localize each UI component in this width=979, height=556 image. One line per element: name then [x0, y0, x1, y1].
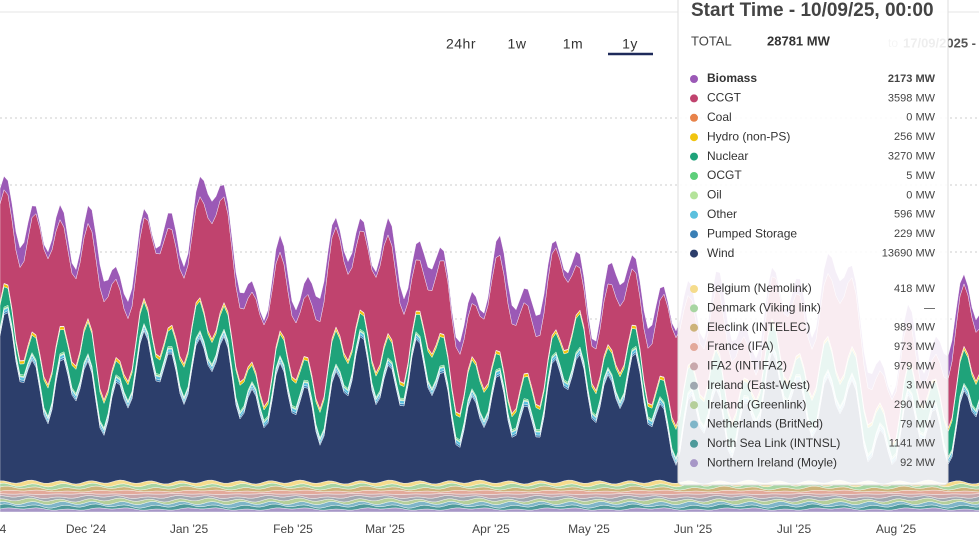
x-axis-label: Jan '25: [170, 522, 209, 536]
series-name: Pumped Storage: [707, 226, 797, 240]
series-value: 989 MW: [894, 322, 936, 334]
x-axis-label: Aug '25: [876, 522, 917, 536]
legend-dot: [690, 133, 698, 142]
series-value: 3 MW: [906, 380, 935, 392]
series-name: Wind: [707, 246, 734, 260]
legend-dot: [690, 210, 698, 219]
series-name: Hydro (non-PS): [707, 129, 790, 143]
x-axis-label: May '25: [568, 522, 610, 536]
x-axis-label: Apr '25: [472, 522, 510, 536]
series-name: Belgium (Nemolink): [707, 281, 812, 295]
x-axis: 4 Dec '24 Jan '25 Feb '25 Mar '25 Apr '25 May …: [0, 522, 916, 536]
legend-dot: [690, 401, 698, 410]
series-value: 0 MW: [906, 189, 935, 201]
series-name: Denmark (Viking link): [707, 301, 821, 315]
x-axis-label: Jul '25: [777, 522, 812, 536]
series-name: Ireland (East-West): [707, 378, 810, 392]
legend-dot: [690, 152, 698, 161]
series-value: 13690 MW: [882, 248, 936, 260]
tooltip-title: Start Time - 10/09/25, 00:00: [691, 0, 934, 21]
series-name: OCGT: [707, 168, 742, 182]
legend-dot: [690, 285, 698, 293]
range-button[interactable]: 1y: [622, 36, 638, 52]
total-label: TOTAL: [691, 33, 732, 48]
legend-dot: [690, 230, 698, 239]
range-button[interactable]: 1w: [508, 36, 527, 52]
legend-dot: [690, 304, 698, 313]
legend-dot: [690, 94, 698, 103]
series-value: 418 MW: [894, 283, 936, 295]
series-value: 0 MW: [906, 112, 935, 124]
legend-dot: [690, 439, 698, 448]
legend-dot: [690, 75, 698, 83]
series-value: 256 MW: [894, 131, 936, 143]
series-value: 92 MW: [900, 457, 935, 469]
series-name: Other: [707, 207, 737, 221]
x-axis-label: Feb '25: [273, 522, 313, 536]
range-button[interactable]: 24hr: [446, 36, 476, 52]
legend-dot: [690, 420, 698, 429]
series-value: 973 MW: [894, 341, 936, 353]
series-name: IFA2 (INTIFA2): [707, 359, 787, 373]
series-name: Oil: [707, 188, 722, 202]
series-value: 229 MW: [894, 228, 936, 240]
series-name: Biomass: [707, 71, 757, 85]
tooltip: Start Time - 10/09/25, 00:00 TOTAL 28781…: [677, 0, 949, 486]
total-value: 28781 MW: [767, 33, 831, 48]
series-name: Northern Ireland (Moyle): [707, 455, 837, 469]
legend-dot: [690, 362, 698, 371]
series-value: 979 MW: [894, 360, 936, 372]
series-value: 596 MW: [894, 209, 936, 221]
legend-dot: [690, 323, 698, 332]
legend-dot: [690, 191, 698, 200]
tooltip-box: [677, 0, 949, 486]
series-name: France (IFA): [707, 339, 774, 353]
series-value: 290 MW: [894, 399, 936, 411]
legend-dot: [690, 113, 698, 122]
x-axis-label: Jun '25: [674, 522, 713, 536]
legend-dot: [690, 459, 698, 468]
series-value: —: [924, 302, 935, 314]
range-buttons: 24hr 1w 1m 1y: [446, 36, 653, 56]
x-axis-label: Mar '25: [365, 522, 405, 536]
series-value: 1141 MW: [889, 438, 936, 450]
x-axis-label: Dec '24: [66, 522, 107, 536]
legend-dot: [690, 172, 698, 180]
x-axis-label: 4: [0, 522, 7, 536]
legend-dot: [690, 381, 698, 390]
series-name: North Sea Link (INTNSL): [707, 436, 840, 450]
legend-dot: [690, 249, 698, 258]
series-name: Coal: [707, 110, 732, 124]
series-value: 5 MW: [906, 170, 935, 182]
series-name: Nuclear: [707, 149, 748, 163]
series-name: CCGT: [707, 91, 742, 105]
series-value: 3270 MW: [888, 151, 936, 163]
series-value: 79 MW: [900, 418, 935, 430]
legend-dot: [690, 343, 698, 352]
series-name: Netherlands (BritNed): [707, 417, 823, 431]
series-name: Eleclink (INTELEC): [707, 320, 810, 334]
series-value: 2173 MW: [888, 73, 936, 85]
range-button[interactable]: 1m: [563, 36, 583, 52]
series-value: 3598 MW: [888, 92, 936, 104]
series-name: Ireland (Greenlink): [707, 397, 806, 411]
